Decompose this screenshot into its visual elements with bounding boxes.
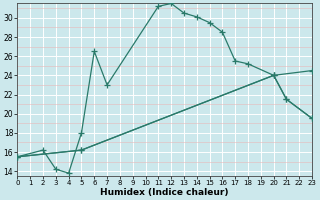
X-axis label: Humidex (Indice chaleur): Humidex (Indice chaleur) [100,188,229,197]
